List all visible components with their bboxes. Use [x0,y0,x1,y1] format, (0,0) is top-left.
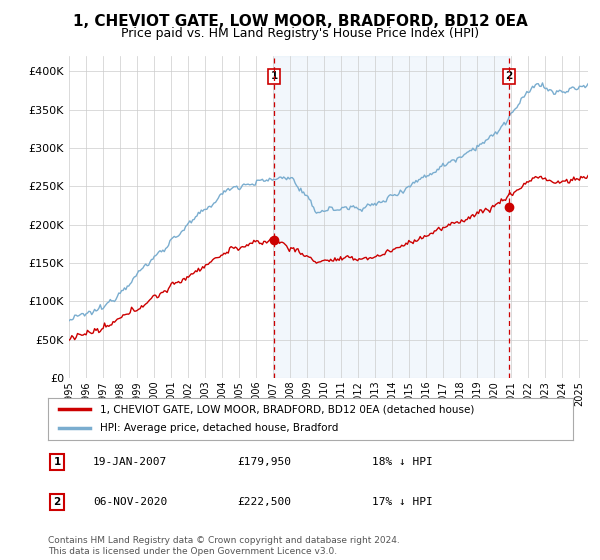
Text: 1: 1 [53,457,61,467]
Text: 17% ↓ HPI: 17% ↓ HPI [372,497,433,507]
Text: 06-NOV-2020: 06-NOV-2020 [93,497,167,507]
Text: £222,500: £222,500 [237,497,291,507]
Text: Contains HM Land Registry data © Crown copyright and database right 2024.
This d: Contains HM Land Registry data © Crown c… [48,536,400,556]
Text: 18% ↓ HPI: 18% ↓ HPI [372,457,433,467]
Text: HPI: Average price, detached house, Bradford: HPI: Average price, detached house, Brad… [101,423,339,433]
Bar [274,56,509,378]
Text: 2: 2 [505,71,512,81]
Text: 19-JAN-2007: 19-JAN-2007 [93,457,167,467]
Text: £179,950: £179,950 [237,457,291,467]
Text: 2: 2 [53,497,61,507]
Text: Price paid vs. HM Land Registry's House Price Index (HPI): Price paid vs. HM Land Registry's House … [121,27,479,40]
Text: 1: 1 [271,71,278,81]
Text: 1, CHEVIOT GATE, LOW MOOR, BRADFORD, BD12 0EA (detached house): 1, CHEVIOT GATE, LOW MOOR, BRADFORD, BD1… [101,404,475,414]
Text: 1, CHEVIOT GATE, LOW MOOR, BRADFORD, BD12 0EA: 1, CHEVIOT GATE, LOW MOOR, BRADFORD, BD1… [73,14,527,29]
